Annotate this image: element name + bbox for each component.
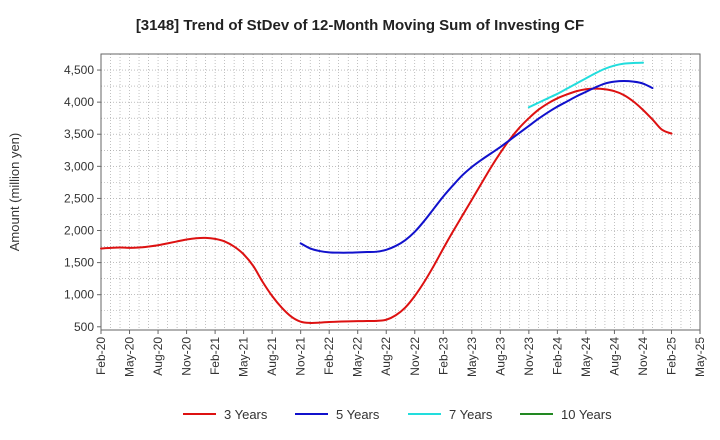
x-tick-label: Feb-23 [436, 337, 450, 375]
x-axis-ticks: Feb-20 May-20 Aug-20 Nov-20 Feb-21 May-21 Aug-… [94, 330, 707, 377]
x-tick-label: Nov-23 [522, 337, 536, 376]
grid [101, 54, 700, 330]
y-tick-label: 4,000 [64, 95, 94, 109]
legend-label-7-years: 7 Years [449, 407, 493, 422]
x-tick-label: Feb-20 [94, 337, 108, 375]
x-tick-label: Aug-23 [493, 337, 507, 376]
y-tick-label: 2,500 [64, 191, 94, 205]
x-tick-label: Nov-20 [180, 337, 194, 376]
y-tick-label: 3,500 [64, 127, 94, 141]
x-tick-label: Feb-25 [664, 337, 678, 375]
legend: 3 Years 5 Years 7 Years 10 Years [183, 407, 612, 422]
y-tick-label: 4,500 [64, 63, 94, 77]
x-tick-label: May-24 [579, 337, 593, 377]
x-tick-label: May-23 [465, 337, 479, 377]
x-tick-label: Nov-21 [294, 337, 308, 376]
x-tick-label: Feb-22 [322, 337, 336, 375]
x-tick-label: Nov-22 [408, 337, 422, 376]
x-tick-label: May-25 [693, 337, 707, 377]
legend-label-3-years: 3 Years [224, 407, 268, 422]
plot-area [101, 54, 700, 330]
legend-label-5-years: 5 Years [336, 407, 380, 422]
x-tick-label: May-20 [123, 337, 137, 377]
legend-label-10-years: 10 Years [561, 407, 612, 422]
series-layer [100, 61, 673, 324]
y-tick-label: 3,000 [64, 159, 94, 173]
y-axis-label: Amount (million yen) [7, 133, 22, 252]
series-line-7-years [527, 61, 644, 109]
x-tick-label: Feb-24 [550, 337, 564, 375]
x-tick-label: Aug-24 [607, 337, 621, 376]
y-tick-label: 1,000 [64, 288, 94, 302]
chart-title: [3148] Trend of StDev of 12-Month Moving… [136, 17, 584, 34]
y-tick-label: 2,000 [64, 224, 94, 238]
x-tick-label: Aug-20 [151, 337, 165, 376]
x-tick-label: Feb-21 [208, 337, 222, 375]
x-tick-label: Nov-24 [636, 337, 650, 376]
x-tick-label: Aug-22 [379, 337, 393, 376]
y-tick-label: 1,500 [64, 256, 94, 270]
x-tick-label: May-22 [351, 337, 365, 377]
series-line-5-years [299, 79, 654, 254]
x-tick-label: May-21 [237, 337, 251, 377]
y-axis-ticks: 500 1,000 1,500 2,000 2,500 3,000 3,500 4,000 4,… [64, 63, 101, 334]
y-tick-label: 500 [74, 320, 94, 334]
x-tick-label: Aug-21 [265, 337, 279, 376]
series-line-3-years [100, 87, 673, 324]
plot-border [100, 53, 701, 331]
